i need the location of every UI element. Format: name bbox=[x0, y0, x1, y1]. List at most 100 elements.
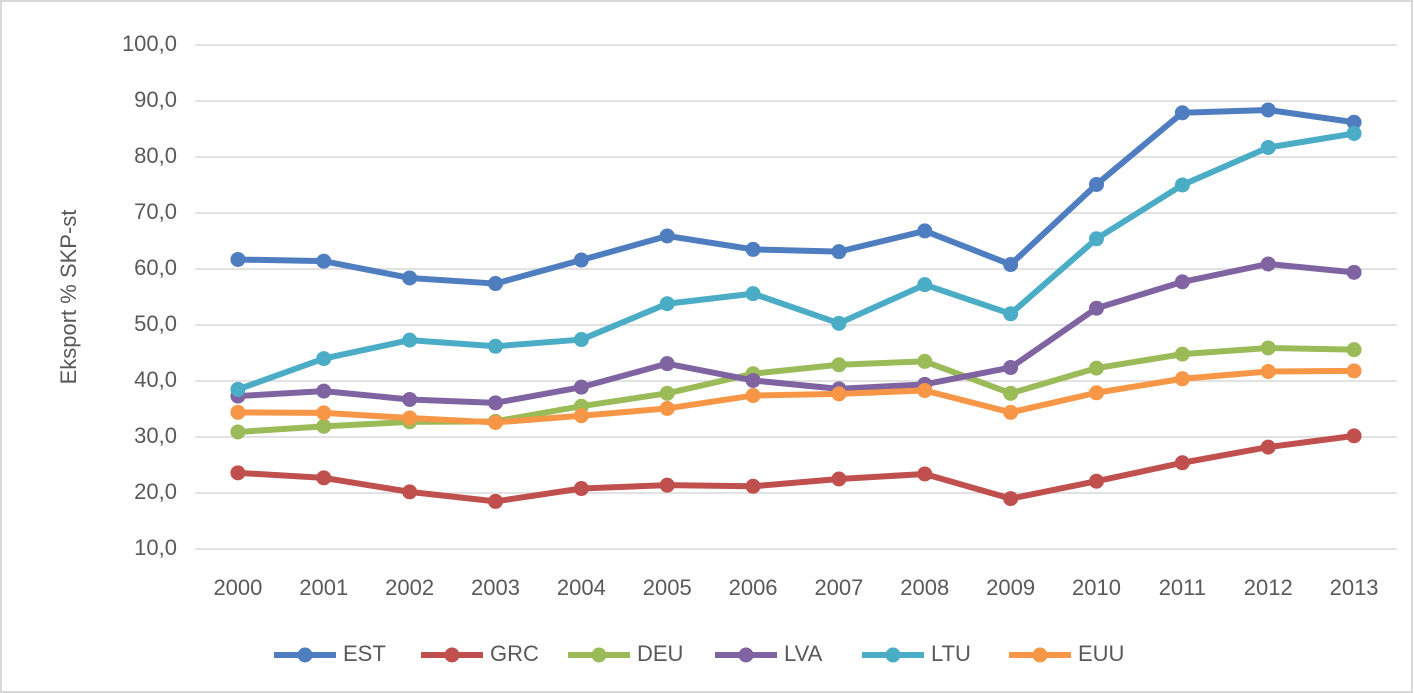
data-point bbox=[917, 466, 933, 482]
series-line bbox=[237, 106, 1355, 287]
data-point bbox=[659, 356, 675, 372]
data-point bbox=[1346, 125, 1362, 141]
x-tick-label: 2002 bbox=[385, 575, 434, 600]
data-point bbox=[1260, 439, 1276, 455]
data-point bbox=[316, 383, 332, 399]
data-point bbox=[316, 351, 332, 367]
data-point bbox=[659, 296, 675, 312]
data-point bbox=[1089, 300, 1104, 316]
data-point bbox=[745, 388, 761, 404]
data-point bbox=[488, 414, 503, 430]
data-point bbox=[917, 353, 933, 369]
data-point bbox=[659, 477, 675, 493]
y-tick-label: 70,0 bbox=[134, 199, 177, 224]
data-point bbox=[573, 481, 589, 497]
series-line bbox=[237, 344, 1355, 435]
x-tick-label: 2001 bbox=[299, 575, 348, 600]
legend-marker bbox=[738, 647, 754, 663]
data-point bbox=[831, 315, 847, 331]
data-point bbox=[745, 286, 761, 302]
data-point bbox=[1174, 274, 1190, 290]
y-tick-label: 60,0 bbox=[134, 255, 177, 280]
legend-marker bbox=[297, 647, 313, 663]
data-point bbox=[230, 404, 246, 420]
data-point bbox=[316, 418, 332, 434]
data-point bbox=[1003, 491, 1019, 507]
data-point bbox=[1003, 257, 1019, 273]
x-tick-label: 2000 bbox=[213, 575, 262, 600]
data-point bbox=[745, 478, 761, 494]
series-line bbox=[237, 367, 1355, 426]
data-point bbox=[1003, 306, 1019, 322]
data-point bbox=[1003, 404, 1019, 420]
data-point bbox=[402, 484, 418, 500]
data-point bbox=[402, 410, 418, 426]
data-point bbox=[316, 470, 332, 486]
data-point bbox=[573, 252, 589, 268]
data-point bbox=[917, 277, 933, 293]
data-point bbox=[1174, 455, 1190, 471]
x-tick-label: 2006 bbox=[729, 575, 778, 600]
series-line bbox=[236, 130, 1355, 393]
data-point bbox=[316, 253, 332, 269]
data-point bbox=[1174, 346, 1190, 362]
legend-label: EST bbox=[343, 641, 386, 666]
series-line bbox=[237, 432, 1355, 505]
data-point bbox=[230, 381, 246, 397]
data-point bbox=[1003, 385, 1019, 401]
data-point bbox=[745, 372, 761, 388]
data-point bbox=[1346, 363, 1362, 379]
data-point bbox=[316, 405, 332, 421]
y-tick-label: 90,0 bbox=[134, 87, 177, 112]
x-tick-label: 2004 bbox=[557, 575, 606, 600]
data-point bbox=[1346, 114, 1362, 130]
data-point bbox=[1260, 256, 1276, 272]
y-axis-label: Eksport % SKP-st bbox=[56, 210, 81, 385]
data-point bbox=[1260, 340, 1276, 356]
legend-marker bbox=[444, 647, 460, 663]
data-point bbox=[402, 332, 418, 348]
data-point bbox=[1174, 105, 1190, 121]
data-point bbox=[488, 493, 503, 509]
data-point bbox=[831, 357, 847, 373]
legend-marker bbox=[1032, 647, 1048, 663]
data-point bbox=[831, 386, 847, 402]
x-tick-label: 2011 bbox=[1159, 575, 1206, 600]
data-point bbox=[831, 244, 847, 260]
y-tick-label: 100,0 bbox=[122, 31, 177, 56]
data-point bbox=[1089, 231, 1104, 247]
data-point bbox=[230, 424, 246, 440]
y-tick-label: 50,0 bbox=[134, 311, 177, 336]
x-tick-label: 2007 bbox=[814, 575, 863, 600]
x-tick-label: 2008 bbox=[900, 575, 949, 600]
data-point bbox=[1260, 139, 1276, 155]
legend-marker bbox=[885, 647, 901, 663]
y-tick-label: 80,0 bbox=[134, 143, 177, 168]
data-point bbox=[573, 408, 589, 424]
y-tick-label: 20,0 bbox=[134, 479, 177, 504]
data-point bbox=[659, 228, 675, 244]
data-point bbox=[488, 338, 503, 354]
data-point bbox=[831, 471, 847, 487]
data-point bbox=[1089, 473, 1104, 489]
legend-label: LVA bbox=[784, 641, 823, 666]
data-point bbox=[1174, 177, 1190, 193]
x-tick-label: 2005 bbox=[643, 575, 692, 600]
data-point bbox=[1003, 360, 1019, 376]
series-line bbox=[237, 260, 1355, 406]
data-point bbox=[573, 332, 589, 348]
y-tick-label: 30,0 bbox=[134, 423, 177, 448]
data-point bbox=[488, 276, 503, 292]
legend-label: GRC bbox=[490, 641, 539, 666]
data-point bbox=[1346, 428, 1362, 444]
data-point bbox=[488, 395, 503, 411]
data-point bbox=[1260, 102, 1276, 118]
x-tick-label: 2013 bbox=[1330, 575, 1379, 600]
x-tick-label: 2003 bbox=[471, 575, 520, 600]
data-point bbox=[917, 223, 933, 239]
data-point bbox=[230, 251, 246, 267]
y-tick-label: 40,0 bbox=[134, 367, 177, 392]
y-tick-label: 10,0 bbox=[134, 535, 177, 560]
data-point bbox=[659, 400, 675, 416]
